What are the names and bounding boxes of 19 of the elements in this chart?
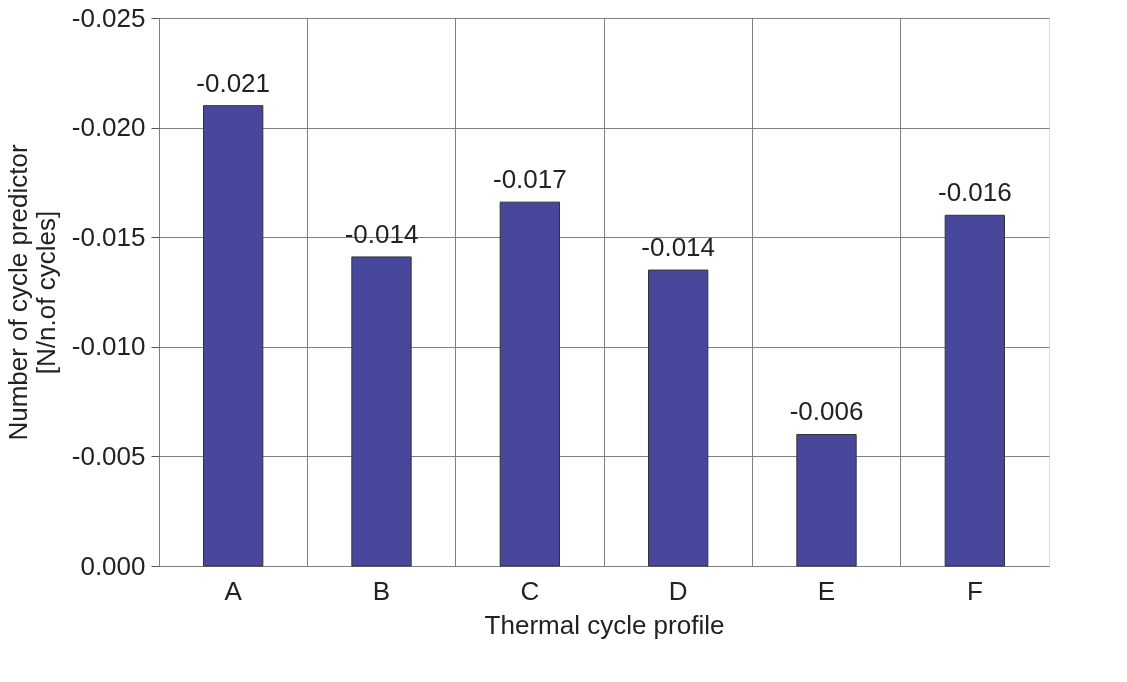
data-label: -0.021 xyxy=(196,67,271,98)
x-tick-label: D xyxy=(668,575,688,606)
y-axis-title: Number of cycle predictor [N/n.of cycles] xyxy=(2,144,61,441)
data-label: -0.016 xyxy=(937,177,1012,208)
y-tick-label: -0.010 xyxy=(71,331,146,362)
data-label: -0.014 xyxy=(641,232,716,263)
y-tick-label: -0.015 xyxy=(71,221,146,252)
data-label: -0.006 xyxy=(789,396,864,427)
x-tick-label: E xyxy=(817,575,836,606)
x-tick-label: A xyxy=(224,575,243,606)
x-tick-label: F xyxy=(966,575,983,606)
data-label: -0.017 xyxy=(492,164,567,195)
y-tick-label: -0.020 xyxy=(71,112,146,143)
x-tick-label: B xyxy=(372,575,391,606)
y-tick-label: 0.000 xyxy=(80,550,146,581)
x-axis-title: Thermal cycle profile xyxy=(484,609,725,640)
y-tick-label: -0.005 xyxy=(71,440,146,471)
y-tick-label: -0.025 xyxy=(71,2,146,33)
x-tick-label: C xyxy=(520,575,540,606)
